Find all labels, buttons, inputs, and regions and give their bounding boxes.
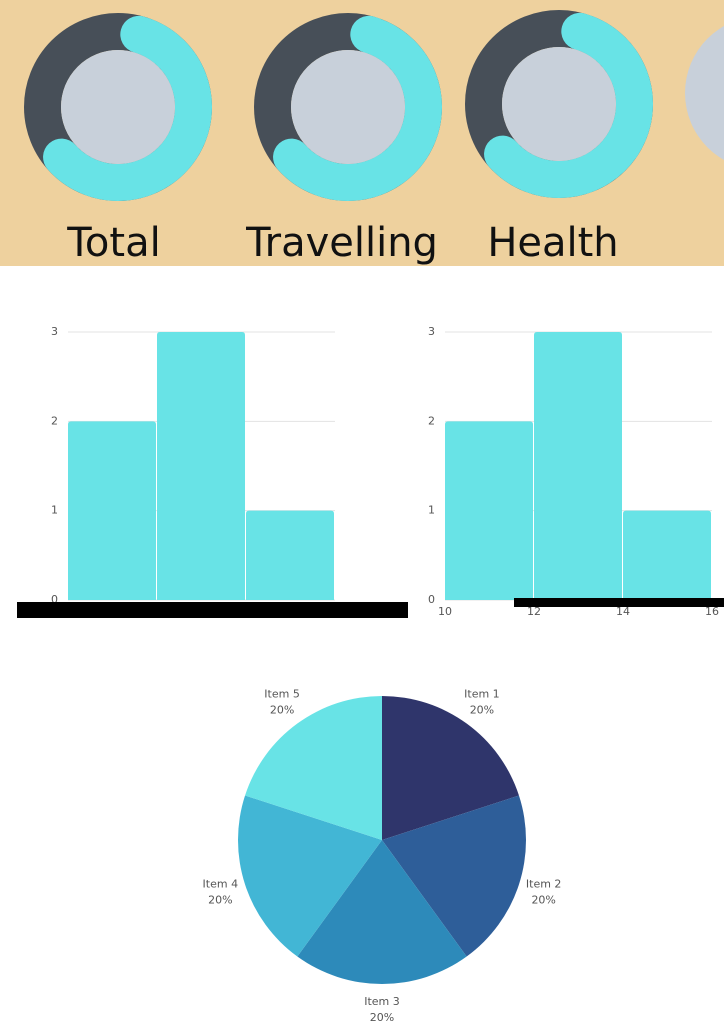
pie-label: Item 3 bbox=[364, 995, 400, 1008]
donut-label: Health bbox=[487, 220, 618, 266]
bar bbox=[445, 421, 533, 600]
donut-label: Total bbox=[66, 220, 160, 266]
bar bbox=[68, 421, 156, 600]
bar bbox=[157, 332, 245, 600]
pie-label: Item 1 bbox=[464, 687, 500, 700]
y-tick-label: 3 bbox=[51, 325, 58, 338]
pie-value-label: 20% bbox=[531, 894, 555, 907]
donut-arc bbox=[43, 15, 212, 201]
x-tick-label: 14 bbox=[616, 605, 630, 618]
y-tick-label: 1 bbox=[51, 504, 58, 517]
black-bar bbox=[514, 598, 724, 607]
pie-label: Item 5 bbox=[264, 687, 300, 700]
pie-label: Item 4 bbox=[203, 878, 239, 891]
y-tick-label: 0 bbox=[51, 593, 58, 606]
donut-arc bbox=[484, 12, 653, 198]
bar bbox=[623, 510, 711, 600]
donut-center bbox=[502, 47, 616, 161]
bar bbox=[534, 332, 622, 600]
donut-center bbox=[61, 50, 175, 164]
black-bar bbox=[17, 602, 408, 618]
pie-slice bbox=[297, 840, 467, 985]
partial-donut bbox=[685, 26, 724, 160]
x-tick-label: 12 bbox=[527, 605, 541, 618]
y-tick-label: 2 bbox=[428, 414, 435, 427]
pie-value-label: 20% bbox=[208, 894, 232, 907]
y-tick-label: 0 bbox=[428, 593, 435, 606]
x-tick-label: 10 bbox=[438, 605, 452, 618]
bar bbox=[246, 510, 334, 600]
donut-label: Travelling bbox=[245, 220, 438, 266]
pie-value-label: 20% bbox=[370, 1011, 394, 1024]
x-tick-label: 16 bbox=[705, 605, 719, 618]
y-tick-label: 2 bbox=[51, 414, 58, 427]
donut-arc bbox=[273, 15, 442, 201]
donut-center bbox=[291, 50, 405, 164]
pie-value-label: 20% bbox=[470, 703, 494, 716]
pie-slice bbox=[382, 795, 526, 957]
pie-slice bbox=[382, 696, 519, 840]
y-tick-label: 3 bbox=[428, 325, 435, 338]
pie-slice bbox=[237, 795, 382, 957]
pie-label: Item 2 bbox=[526, 878, 562, 891]
pie-slice bbox=[245, 696, 382, 840]
pie-value-label: 20% bbox=[270, 703, 294, 716]
y-tick-label: 1 bbox=[428, 504, 435, 517]
